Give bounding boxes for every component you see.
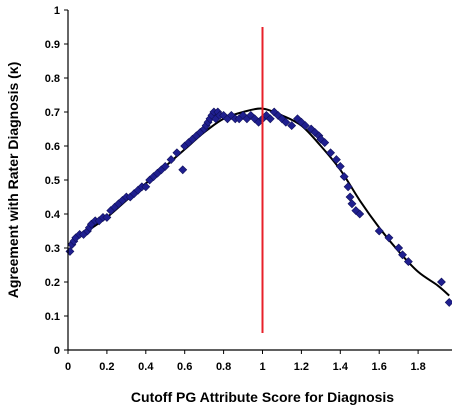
- x-tick-label: 0: [65, 361, 71, 373]
- data-point: [444, 297, 452, 307]
- data-point: [172, 148, 182, 158]
- y-axis-title: Agreement with Rater Diagnosis (κ): [5, 62, 21, 299]
- data-point: [287, 121, 297, 131]
- y-tick-label: 0: [54, 345, 60, 357]
- data-point: [102, 212, 112, 222]
- data-point: [403, 257, 413, 267]
- y-tick-label: 1: [54, 5, 60, 17]
- data-point: [347, 199, 357, 209]
- y-tick-label: 0.5: [45, 175, 60, 187]
- data-point: [355, 209, 365, 219]
- data-point: [384, 233, 394, 243]
- data-point: [374, 226, 384, 236]
- data-point: [437, 277, 446, 287]
- x-axis-title: Cutoff PG Attribute Score for Diagnosis: [131, 389, 394, 405]
- y-tick-label: 0.6: [45, 141, 60, 153]
- x-tick-label: 0.2: [99, 361, 114, 373]
- data-point: [166, 155, 176, 165]
- data-point: [343, 182, 353, 192]
- data-points-layer: [65, 107, 452, 307]
- y-tick-label: 0.9: [45, 39, 60, 51]
- y-tick-label: 0.1: [45, 311, 60, 323]
- data-point: [326, 148, 335, 158]
- y-tick-label: 0.7: [45, 107, 60, 119]
- data-point: [141, 182, 151, 192]
- data-point: [281, 117, 291, 127]
- data-point: [300, 121, 310, 131]
- x-axis-ticks: 00.20.40.60.811.21.41.61.82: [65, 350, 426, 373]
- x-tick-label: 0.6: [177, 361, 192, 373]
- data-point: [160, 161, 170, 171]
- x-tick-label: 0.8: [216, 361, 231, 373]
- data-point: [331, 155, 341, 165]
- y-tick-label: 0.3: [45, 243, 60, 255]
- data-point: [178, 165, 188, 175]
- data-point: [345, 192, 355, 202]
- data-point: [398, 250, 407, 260]
- x-tick-label: 1.2: [294, 361, 309, 373]
- y-axis-ticks: 0 0.1 0.2 0.3 0.4 0.5 0.6 0.7 0.8 0.9 1: [45, 5, 68, 357]
- data-point: [335, 161, 345, 171]
- x-tick-label: 1.6: [372, 361, 387, 373]
- x-tick-label: 1.8: [410, 361, 425, 373]
- data-point: [65, 246, 75, 256]
- data-point: [320, 138, 330, 148]
- data-point: [394, 243, 404, 253]
- data-point: [265, 114, 275, 124]
- data-point: [339, 172, 349, 182]
- y-tick-label: 0.2: [45, 277, 60, 289]
- y-tick-label: 0.4: [45, 209, 61, 221]
- x-tick-label: 1.4: [333, 361, 349, 373]
- x-tick-label: 1: [259, 361, 265, 373]
- y-tick-label: 0.8: [45, 73, 60, 85]
- x-tick-label: 0.4: [138, 361, 154, 373]
